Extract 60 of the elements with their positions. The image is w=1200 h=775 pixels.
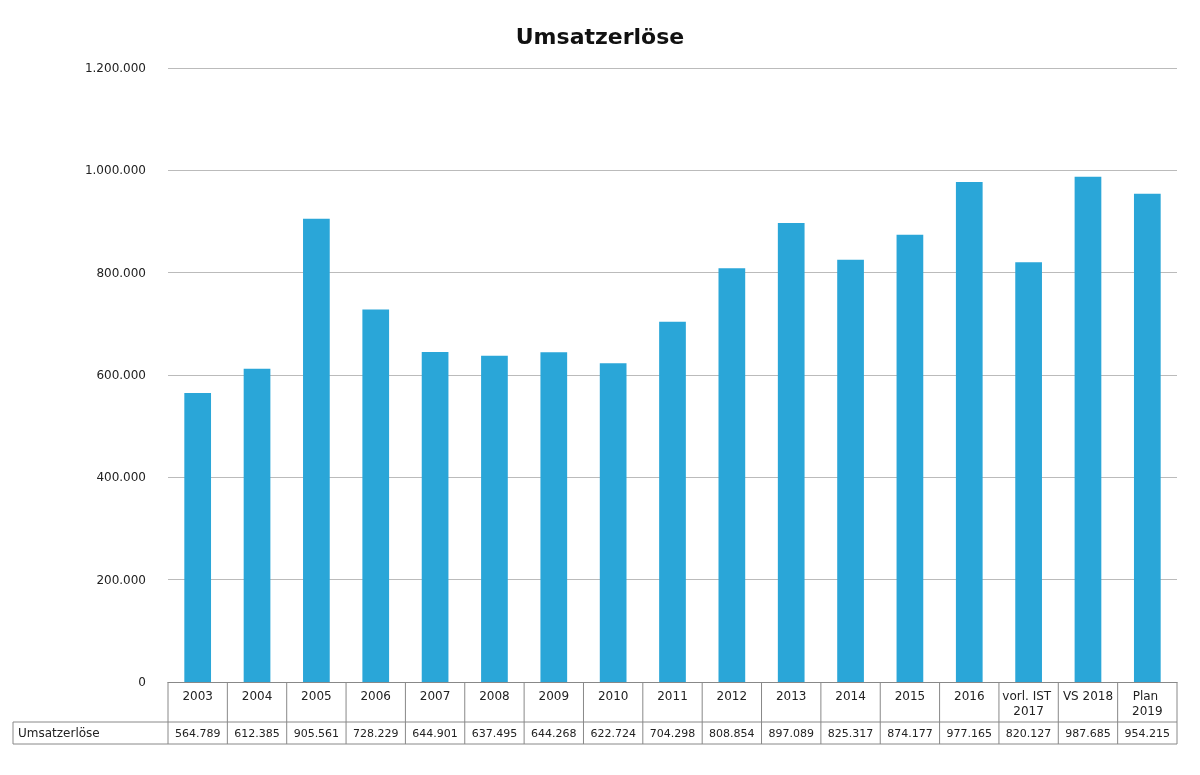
bar [599, 363, 627, 682]
x-tick-label: 2004 [241, 688, 273, 703]
bar [1074, 176, 1102, 682]
bar [955, 182, 983, 682]
data-label: 644.268 [531, 727, 577, 740]
data-label: 808.854 [709, 727, 755, 740]
y-tick-label: 800.000 [96, 265, 146, 280]
data-label: 728.229 [352, 727, 399, 740]
bar [184, 393, 212, 682]
x-tick-label: Plan 2019 [1132, 688, 1163, 718]
bar [540, 352, 568, 682]
bar [896, 234, 924, 682]
data-label: 987.685 [1065, 727, 1111, 740]
data-label: 564.789 [174, 727, 221, 740]
x-tick-label: 2003 [182, 688, 213, 703]
y-tick-label: 200.000 [96, 572, 146, 587]
y-tick-label: 600.000 [96, 368, 146, 382]
x-tick-label: 2010 [597, 688, 629, 703]
x-tick-label: 2014 [835, 688, 866, 703]
data-label: 825.317 [827, 727, 874, 740]
bar [303, 218, 330, 682]
y-tick-label: 400.000 [96, 470, 146, 485]
data-label: 977.165 [946, 727, 993, 740]
bar [777, 222, 805, 682]
y-tick-label: 0 [138, 675, 146, 689]
x-tick-label: 2008 [479, 688, 510, 703]
x-tick-label: VS 2018 [1062, 688, 1114, 703]
bar [362, 309, 390, 682]
data-label: 820.127 [1005, 727, 1052, 740]
y-tick-label: 1.000.000 [84, 163, 146, 178]
x-tick-label: 2009 [538, 688, 570, 703]
bar [243, 368, 271, 682]
data-label: 644.901 [412, 727, 458, 740]
data-label: 622.724 [590, 727, 636, 740]
x-tick-label: 2013 [775, 688, 807, 703]
x-tick-label: 2011 [657, 688, 688, 703]
x-tick-label: 2006 [360, 688, 392, 703]
y-tick-label: 1.200.000 [84, 61, 146, 75]
bar [421, 352, 449, 682]
x-tick-label: 2016 [953, 688, 985, 703]
data-label: 897.089 [768, 727, 814, 740]
data-label: 637.495 [471, 727, 518, 740]
x-tick-label: 2015 [894, 688, 926, 703]
bar [659, 321, 686, 682]
bar [718, 268, 746, 682]
bar [481, 355, 508, 682]
text: Umsatzerlöse [18, 726, 100, 740]
bar [837, 259, 864, 682]
bar [1015, 262, 1042, 682]
x-tick-label: 2007 [419, 688, 451, 703]
data-label: 704.298 [649, 727, 696, 740]
data-label: 954.215 [1124, 727, 1171, 740]
x-tick-label: 2012 [716, 688, 748, 703]
data-label: 612.385 [234, 727, 280, 740]
x-tick-label: vorl. IST 2017 [1002, 688, 1055, 718]
bar [1133, 193, 1161, 682]
x-tick-label: 2005 [301, 688, 332, 703]
chart-title: Umsatzerlöse [515, 23, 685, 49]
data-label: 905.561 [293, 727, 340, 740]
data-label: 874.177 [887, 727, 933, 740]
